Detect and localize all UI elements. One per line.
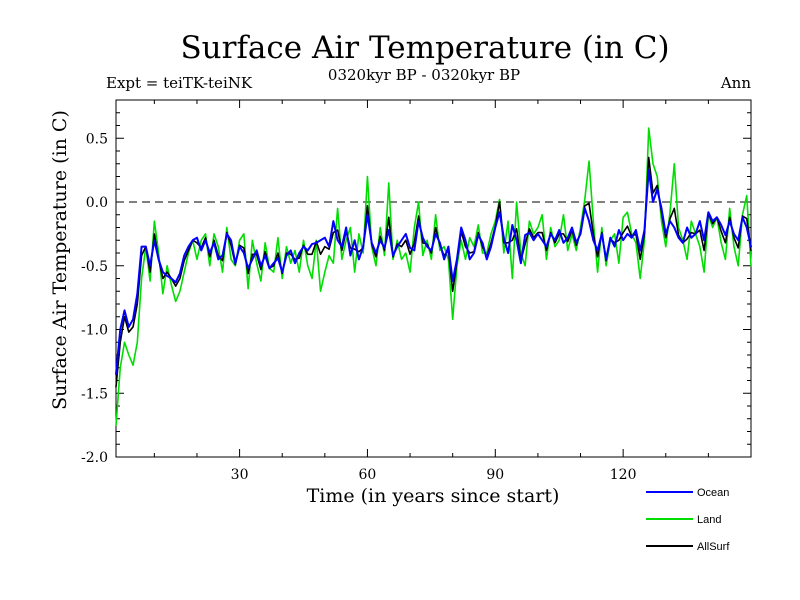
plot-frame [115, 99, 752, 458]
x-tick-label: 120 [610, 467, 637, 483]
axis-ticks [116, 99, 751, 458]
y-tick-label: -0.5 [81, 259, 108, 275]
legend-label-allsurf: AllSurf [697, 541, 730, 553]
x-tick-label: 30 [231, 467, 249, 483]
plot-area [115, 99, 752, 458]
series-line-land [115, 127, 752, 426]
period-label: 0320kyr BP - 0320kyr BP [328, 66, 520, 84]
y-axis-label: Surface Air Temperature (in C) [49, 110, 71, 410]
y-tick-label: 0.0 [86, 195, 108, 211]
legend-label-ocean: Ocean [697, 487, 729, 499]
x-tick-label: 60 [359, 467, 377, 483]
x-tick-label: 90 [486, 467, 504, 483]
series-line-ocean [115, 169, 752, 376]
season-label: Ann [720, 74, 751, 92]
experiment-label: Expt = teiTK-teiNK [106, 74, 253, 92]
x-axis-label: Time (in years since start) [307, 485, 560, 507]
y-tick-label: -2.0 [81, 450, 108, 466]
legend-label-land: Land [697, 514, 721, 526]
y-tick-label: -1.5 [81, 386, 108, 402]
y-tick-label: -1.0 [81, 323, 108, 339]
y-tick-label: 0.5 [86, 131, 108, 147]
series-lines [115, 127, 752, 426]
tick-labels: -2.0 -1.5 -1.0 -0.5 0.0 0.5 30 60 90 120 [81, 131, 637, 483]
legend: Ocean Land AllSurf [646, 487, 730, 553]
chart-title: Surface Air Temperature (in C) [180, 30, 669, 66]
